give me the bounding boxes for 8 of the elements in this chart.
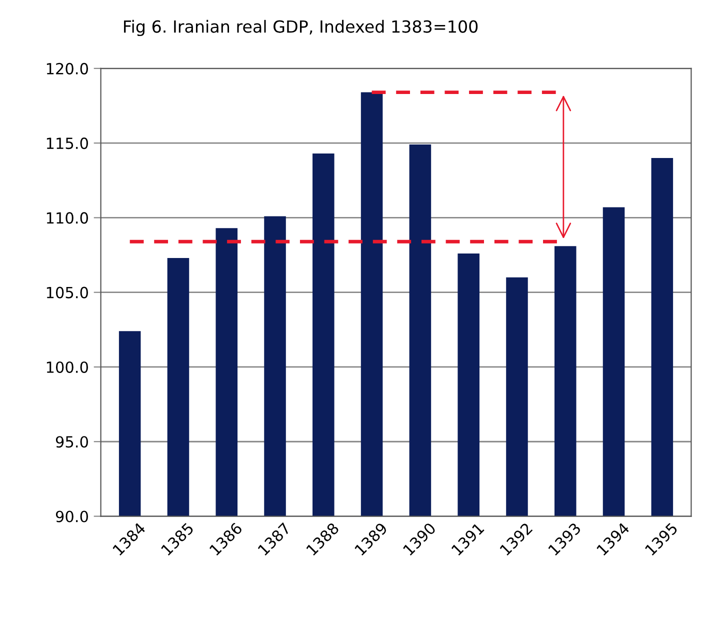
y-tick-label: 110.0	[46, 212, 88, 224]
y-tick-label: 90.0	[56, 510, 88, 522]
y-tick-label: 100.0	[46, 361, 88, 373]
y-tick-label: 95.0	[56, 436, 88, 448]
y-tick-label: 105.0	[46, 286, 88, 298]
y-tick-label: 120.0	[46, 62, 88, 74]
chart-title: Fig 6. Iranian real GDP, Indexed 1383=100	[124, 20, 478, 36]
y-tick-label: 115.0	[46, 138, 88, 150]
